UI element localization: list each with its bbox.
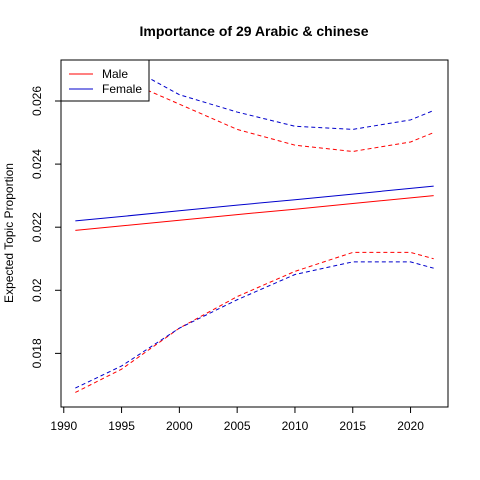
legend-label: Male (102, 67, 128, 81)
x-tick-label: 2010 (282, 419, 309, 433)
x-tick-label: 1995 (108, 419, 135, 433)
y-tick-label: 0.026 (30, 86, 44, 116)
x-tick-label: 2015 (339, 419, 366, 433)
mean-line (75, 185, 434, 222)
x-tick-label: 1990 (50, 419, 77, 433)
y-tick-label: 0.02 (30, 278, 44, 302)
plot-box (60, 59, 449, 408)
mean-line (75, 195, 434, 231)
y-tick-label: 0.018 (30, 338, 44, 368)
y-axis-label: Expected Topic Proportion (2, 163, 16, 303)
legend-box (60, 59, 150, 102)
chart-title: Importance of 29 Arabic & chinese (140, 23, 369, 39)
x-tick-label: 2020 (397, 419, 424, 433)
ci-line (112, 60, 434, 130)
ci-line (75, 251, 434, 393)
legend-label: Female (102, 82, 142, 96)
x-tick-label: 2005 (224, 419, 251, 433)
y-tick-label: 0.024 (30, 149, 44, 179)
y-tick-label: 0.022 (30, 212, 44, 242)
ci-line (75, 261, 434, 389)
x-tick-label: 2000 (166, 419, 193, 433)
